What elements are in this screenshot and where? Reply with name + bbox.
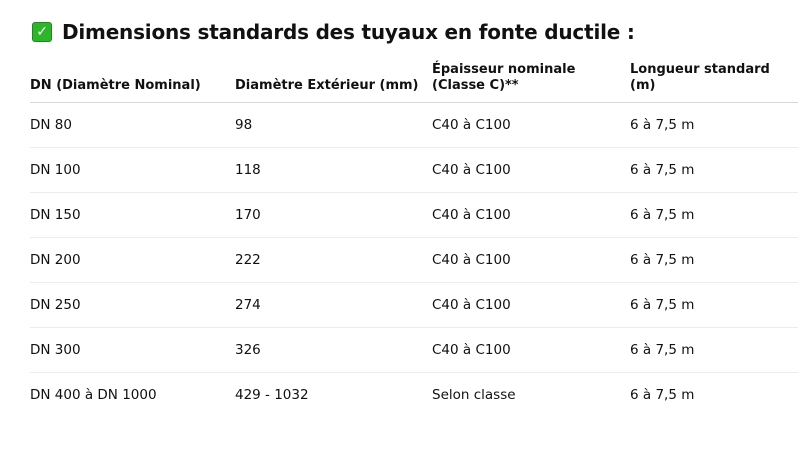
table-row: DN 150 170 C40 à C100 6 à 7,5 m xyxy=(30,192,798,238)
table-cell: C40 à C100 xyxy=(432,282,630,328)
table-cell: DN 200 xyxy=(30,237,235,283)
table-cell: 326 xyxy=(235,327,432,373)
column-header: Épaisseur nominale (Classe C)** xyxy=(432,62,630,103)
column-header: Longueur standard (m) xyxy=(630,62,798,103)
table-cell: 6 à 7,5 m xyxy=(630,147,798,193)
table-cell: DN 300 xyxy=(30,327,235,373)
table-row: DN 80 98 C40 à C100 6 à 7,5 m xyxy=(30,102,798,148)
table-cell: DN 250 xyxy=(30,282,235,328)
dimensions-table: DN (Diamètre Nominal) Diamètre Extérieur … xyxy=(30,62,798,417)
table-cell: 6 à 7,5 m xyxy=(630,282,798,328)
column-header: Diamètre Extérieur (mm) xyxy=(235,62,432,103)
table-cell: 6 à 7,5 m xyxy=(630,237,798,283)
table-row: DN 100 118 C40 à C100 6 à 7,5 m xyxy=(30,147,798,193)
table-cell: 98 xyxy=(235,102,432,148)
table-cell: C40 à C100 xyxy=(432,102,630,148)
table-cell: DN 150 xyxy=(30,192,235,238)
table-row: DN 400 à DN 1000 429 - 1032 Selon classe 6 … xyxy=(30,373,798,418)
table-cell: 429 - 1032 xyxy=(235,387,309,403)
table-cell: C40 à C100 xyxy=(432,327,630,373)
table-cell: C40 à C100 xyxy=(432,192,630,238)
table-row: DN 250 274 C40 à C100 6 à 7,5 m xyxy=(30,282,798,328)
table-cell: 222 xyxy=(235,237,432,283)
table-cell: 170 xyxy=(235,192,432,238)
column-header: DN (Diamètre Nominal) xyxy=(30,62,235,103)
table-cell: 6 à 7,5 m xyxy=(630,102,798,148)
table-cell: Selon classe xyxy=(432,387,516,403)
title-text: Dimensions standards des tuyaux en fonte… xyxy=(62,20,635,44)
table-cell: DN 100 xyxy=(30,147,235,193)
section-title: ✓ Dimensions standards des tuyaux en fon… xyxy=(32,20,635,44)
check-box-icon: ✓ xyxy=(32,22,52,42)
table-cell: C40 à C100 xyxy=(432,147,630,193)
table-cell: DN 400 à DN 1000 xyxy=(30,387,157,403)
table-cell: 6 à 7,5 m xyxy=(630,387,695,403)
table-row: DN 300 326 C40 à C100 6 à 7,5 m xyxy=(30,327,798,373)
table-cell: 274 xyxy=(235,282,432,328)
table-cell: 6 à 7,5 m xyxy=(630,192,798,238)
table-row: DN 200 222 C40 à C100 6 à 7,5 m xyxy=(30,237,798,283)
table-cell: 6 à 7,5 m xyxy=(630,327,798,373)
table-cell: C40 à C100 xyxy=(432,237,630,283)
table-cell: DN 80 xyxy=(30,102,235,148)
table-cell: 118 xyxy=(235,147,432,193)
